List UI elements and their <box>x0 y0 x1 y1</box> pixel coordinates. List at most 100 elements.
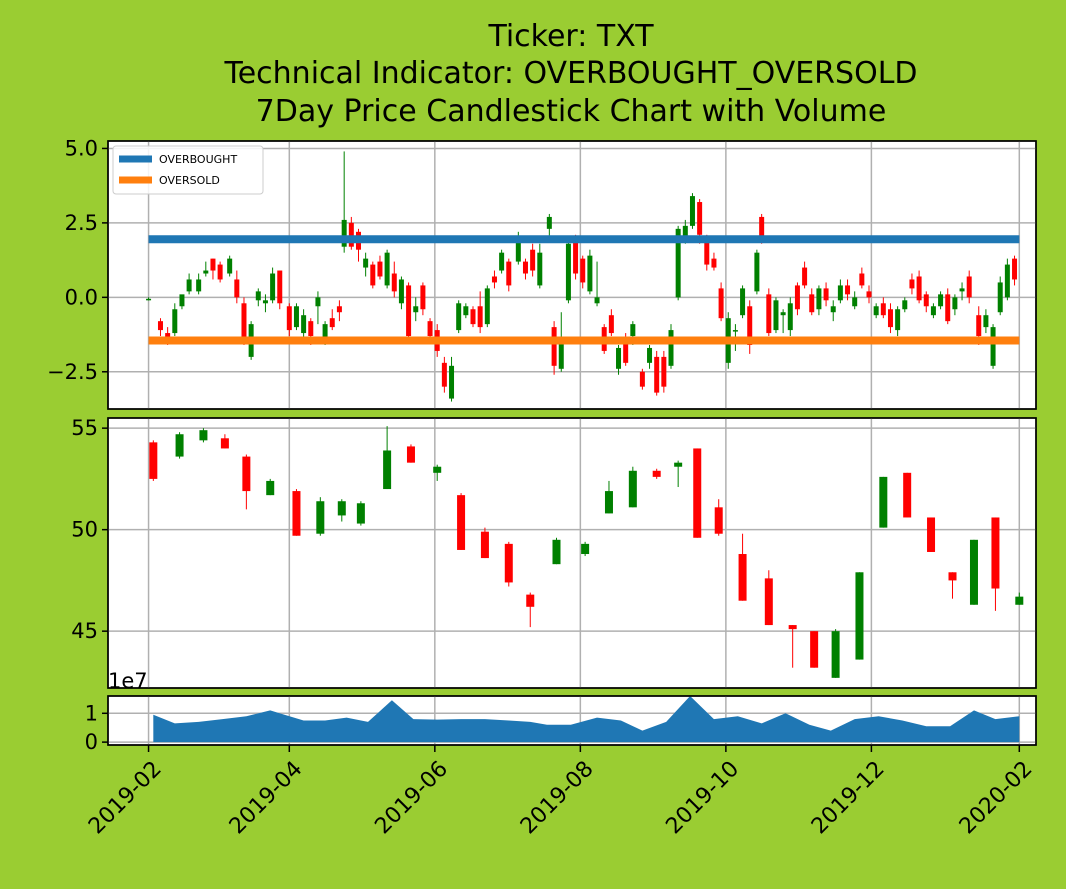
price-candle-body <box>969 539 978 605</box>
price-panel: 45 50 55 <box>71 416 1037 689</box>
price-candle <box>480 527 489 559</box>
indicator-candle-body <box>711 258 717 268</box>
indicator-candle-body <box>377 261 383 277</box>
indicator-candle-body <box>262 300 268 304</box>
price-candle-body <box>383 450 392 490</box>
indicator-candle-body <box>286 306 292 331</box>
price-candle-body <box>433 466 442 473</box>
indicator-candle-body <box>370 264 376 286</box>
price-candle <box>504 541 513 587</box>
indicator-candle-body <box>301 315 307 334</box>
indicator-y-tick-label: −2.5 <box>47 360 98 384</box>
price-candle-body <box>991 517 1000 589</box>
indicator-candle-body <box>802 267 808 286</box>
volume-area <box>153 696 1020 743</box>
price-candle-body <box>199 430 208 441</box>
price-candle-body <box>831 631 840 678</box>
price-candle-body <box>810 631 819 668</box>
indicator-candle <box>845 279 851 301</box>
indicator-candle-body <box>718 288 724 319</box>
price-candle-body <box>266 480 275 496</box>
indicator-candle-body <box>887 309 893 328</box>
indicator-candle <box>647 344 653 369</box>
indicator-candle-body <box>179 294 185 307</box>
price-candle <box>693 448 702 538</box>
indicator-candle <box>837 279 843 304</box>
indicator-candle <box>203 261 209 277</box>
price-candle <box>1015 592 1024 605</box>
price-candle-body <box>738 554 747 601</box>
indicator-candle <box>210 258 216 280</box>
indicator-candle <box>546 213 552 238</box>
indicator-candle <box>909 273 915 295</box>
x-tick-label: 2019-10 <box>661 757 744 840</box>
indicator-candle <box>930 303 936 319</box>
indicator-candle <box>580 255 586 289</box>
indicator-candle <box>157 318 163 337</box>
indicator-candle-body <box>348 222 354 247</box>
price-candle <box>220 434 229 449</box>
price-candle <box>810 631 819 668</box>
indicator-candle-body <box>773 300 779 331</box>
indicator-candle-body <box>759 216 765 238</box>
indicator-candle-body <box>930 306 936 316</box>
indicator-candle <box>234 270 240 304</box>
indicator-candle <box>336 300 342 322</box>
legend-label: OVERBOUGHT <box>159 153 237 166</box>
indicator-candle <box>196 273 202 295</box>
indicator-candle-body <box>654 356 660 393</box>
price-candle-body <box>316 501 325 534</box>
indicator-candle-body <box>647 347 653 363</box>
indicator-candle-body <box>427 321 433 337</box>
price-candle-body <box>693 448 702 538</box>
indicator-candle-body <box>546 216 552 229</box>
indicator-candle <box>966 270 972 304</box>
x-tick-label: 2019-08 <box>516 757 599 840</box>
price-candle <box>149 440 158 481</box>
price-y-tick-label: 50 <box>71 518 98 542</box>
indicator-candle-body <box>196 279 202 292</box>
price-candle <box>242 454 251 510</box>
indicator-candle <box>794 282 800 316</box>
volume-frame <box>107 695 1037 746</box>
indicator-candle <box>754 249 760 295</box>
indicator-candle <box>551 321 557 375</box>
indicator-candle <box>802 261 808 289</box>
indicator-candle-body <box>780 312 786 316</box>
indicator-candle-body <box>341 219 347 247</box>
price-candle <box>604 480 613 514</box>
chart-title-line-3: 7Day Price Candlestick Chart with Volume <box>256 94 887 129</box>
indicator-candle <box>377 255 383 280</box>
price-candle-body <box>855 572 864 660</box>
price-candle-body <box>175 434 184 457</box>
indicator-candle <box>859 267 865 289</box>
x-tick-label: 2019-04 <box>225 757 308 840</box>
price-candle <box>292 489 301 536</box>
price-candle <box>356 501 365 526</box>
indicator-candle-body <box>845 285 851 295</box>
indicator-y-tick-label: 0.0 <box>65 285 98 309</box>
indicator-candle-body <box>990 327 996 366</box>
indicator-candle <box>945 288 951 325</box>
price-candle <box>433 464 442 481</box>
indicator-candle-body <box>241 303 247 340</box>
price-candle-body <box>948 572 957 581</box>
indicator-candle-body <box>398 279 404 304</box>
price-candle <box>738 533 747 601</box>
indicator-candle <box>923 291 929 313</box>
volume-offset-label: 1e7 <box>108 669 148 693</box>
indicator-candle <box>329 309 335 331</box>
price-candle <box>581 541 590 557</box>
chart-title-line-1: Ticker: TXT <box>487 19 654 54</box>
indicator-candle <box>952 294 958 316</box>
price-candle <box>991 517 1000 611</box>
indicator-candle <box>668 324 674 369</box>
indicator-candle <box>902 297 908 313</box>
indicator-candle-body <box>157 321 163 331</box>
indicator-candle-body <box>587 255 593 292</box>
price-candle <box>526 592 535 628</box>
indicator-candle-body <box>630 324 636 337</box>
indicator-candle <box>255 288 261 307</box>
